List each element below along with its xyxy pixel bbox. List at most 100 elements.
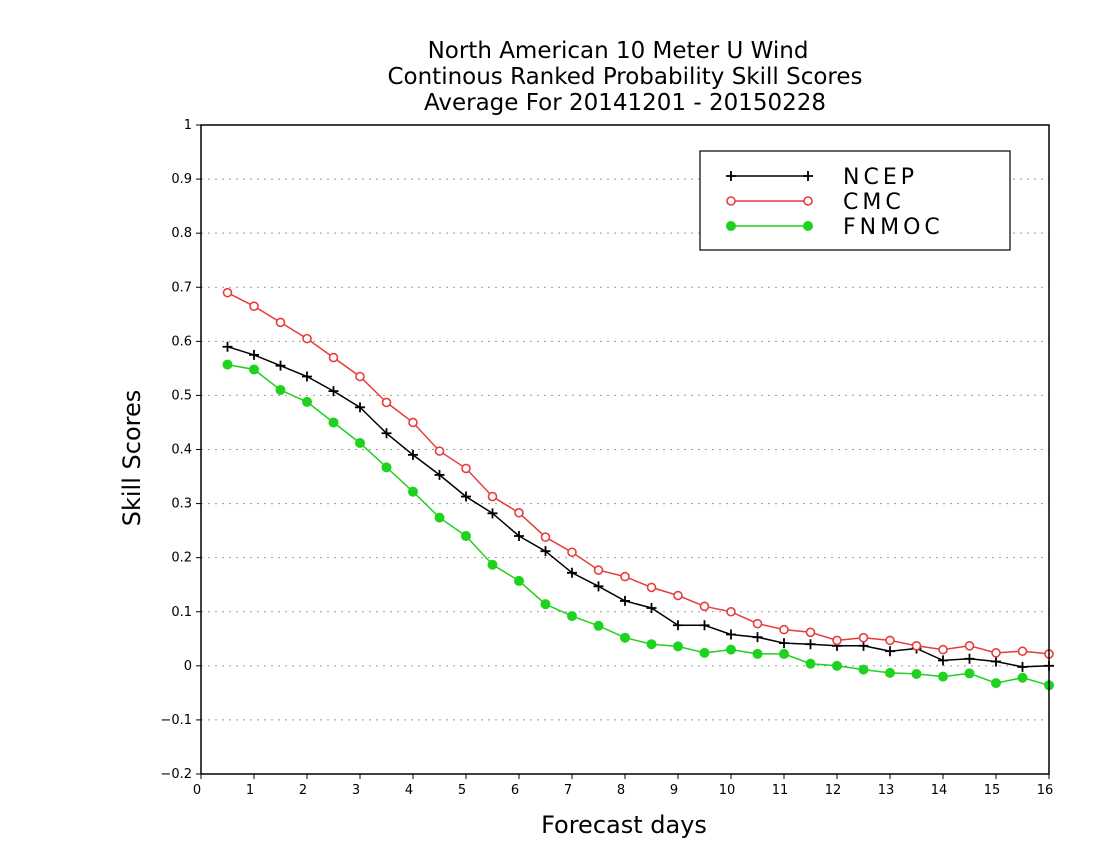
series-fnmoc bbox=[222, 359, 1054, 691]
data-point-plus bbox=[726, 171, 736, 181]
data-point-circle bbox=[275, 317, 286, 328]
data-point-circle bbox=[964, 641, 975, 651]
data-point-plus bbox=[1017, 661, 1028, 672]
data-point-dot bbox=[302, 396, 312, 407]
y-tick-label: 0.3 bbox=[171, 497, 192, 512]
data-point-circle bbox=[726, 606, 736, 617]
series-cmc bbox=[222, 287, 1054, 659]
data-point-dot bbox=[540, 599, 551, 610]
data-point-dot bbox=[620, 632, 630, 643]
data-point-circle bbox=[1017, 646, 1028, 657]
data-point-circle bbox=[991, 648, 1001, 658]
data-point-dot bbox=[646, 639, 657, 650]
x-tick-label: 9 bbox=[670, 783, 678, 798]
data-point-plus bbox=[620, 595, 630, 606]
x-tick-label: 0 bbox=[193, 783, 201, 798]
y-tick-label: 0.7 bbox=[171, 280, 192, 295]
y-tick-label: 0.2 bbox=[171, 551, 192, 566]
title-line-3: Average For 20141201 - 20150228 bbox=[424, 90, 826, 116]
data-point-circle bbox=[514, 507, 524, 518]
data-point-circle bbox=[249, 301, 259, 311]
data-point-circle bbox=[567, 547, 577, 558]
legend-label: NCEP bbox=[843, 165, 918, 190]
data-point-plus bbox=[805, 639, 816, 650]
data-point-plus bbox=[355, 402, 365, 413]
data-point-plus bbox=[302, 371, 312, 382]
series-line bbox=[227, 345, 1050, 668]
data-point-circle bbox=[593, 565, 604, 575]
data-point-circle bbox=[487, 491, 498, 502]
data-point-plus bbox=[434, 469, 445, 480]
y-tick-label: 0.1 bbox=[171, 605, 192, 620]
data-point-plus bbox=[699, 620, 710, 631]
data-point-plus bbox=[275, 360, 286, 371]
data-point-circle bbox=[779, 624, 789, 635]
data-point-circle bbox=[434, 446, 445, 456]
data-point-circle bbox=[302, 333, 312, 344]
data-series bbox=[222, 287, 1054, 691]
data-point-dot bbox=[567, 611, 577, 622]
data-point-circle bbox=[699, 601, 710, 612]
legend-label: CMC bbox=[843, 190, 905, 215]
data-point-circle bbox=[381, 397, 392, 408]
data-point-plus bbox=[938, 655, 948, 666]
title-line-1: North American 10 Meter U Wind bbox=[428, 38, 809, 64]
data-point-circle bbox=[408, 417, 418, 428]
data-point-plus bbox=[408, 449, 418, 460]
data-point-plus bbox=[328, 386, 339, 397]
data-point-dot bbox=[249, 364, 259, 375]
x-tick-label: 1 bbox=[246, 783, 254, 798]
y-tick-label: 0.5 bbox=[171, 388, 192, 403]
y-tick-label: −0.1 bbox=[160, 713, 192, 728]
y-tick-label: 0.8 bbox=[171, 226, 192, 241]
data-point-circle bbox=[832, 635, 842, 646]
data-point-dot bbox=[434, 512, 445, 523]
data-point-dot bbox=[832, 660, 842, 671]
data-point-dot bbox=[964, 668, 975, 679]
title-line-2: Continous Ranked Probability Skill Score… bbox=[387, 64, 862, 90]
data-point-dot bbox=[991, 678, 1001, 689]
data-point-dot bbox=[355, 438, 365, 449]
data-point-plus bbox=[593, 581, 604, 592]
data-point-circle bbox=[911, 641, 922, 651]
data-point-circle bbox=[328, 352, 339, 363]
legend-label: FNMOC bbox=[843, 215, 944, 240]
y-tick-label: 0.6 bbox=[171, 334, 192, 349]
data-point-dot bbox=[805, 658, 816, 669]
data-point-plus bbox=[885, 646, 895, 657]
data-point-dot bbox=[726, 221, 736, 231]
series-line bbox=[227, 363, 1050, 687]
data-point-dot bbox=[381, 462, 392, 473]
data-point-plus bbox=[249, 349, 259, 360]
data-point-plus bbox=[779, 638, 789, 649]
data-point-plus bbox=[646, 602, 657, 613]
data-point-plus bbox=[752, 632, 763, 643]
x-tick-label: 7 bbox=[564, 783, 572, 798]
x-tick-label: 16 bbox=[1037, 783, 1054, 798]
data-point-dot bbox=[699, 647, 710, 658]
data-point-circle bbox=[461, 463, 471, 474]
data-point-plus bbox=[673, 620, 683, 631]
y-tick-label: −0.2 bbox=[160, 767, 192, 782]
data-point-circle bbox=[803, 196, 813, 206]
data-point-dot bbox=[752, 648, 763, 659]
data-point-circle bbox=[355, 371, 365, 382]
x-tick-label: 5 bbox=[458, 783, 466, 798]
data-point-plus bbox=[222, 341, 233, 352]
data-point-circle bbox=[752, 618, 763, 629]
data-point-dot bbox=[328, 417, 339, 428]
x-tick-label: 6 bbox=[511, 783, 519, 798]
data-point-dot bbox=[408, 486, 418, 497]
data-point-circle bbox=[858, 632, 869, 643]
y-tick-label: 0.4 bbox=[171, 443, 192, 458]
data-point-dot bbox=[938, 671, 948, 682]
legend-item-ncep: NCEP bbox=[726, 165, 918, 190]
data-point-dot bbox=[858, 664, 869, 675]
data-point-plus bbox=[487, 508, 498, 519]
data-point-plus bbox=[991, 656, 1001, 667]
data-point-plus bbox=[540, 546, 551, 557]
x-tick-label: 12 bbox=[825, 783, 842, 798]
x-tick-label: 11 bbox=[772, 783, 789, 798]
x-tick-label: 15 bbox=[984, 783, 1001, 798]
